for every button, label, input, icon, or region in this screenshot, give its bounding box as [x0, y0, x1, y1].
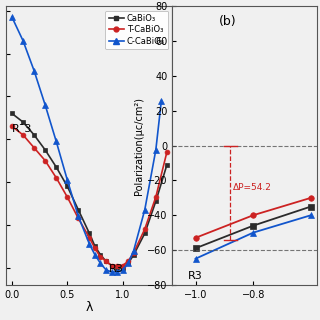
C-CaBiO₃ [126, 261, 130, 265]
Line: T-CaBiO₃: T-CaBiO₃ [10, 124, 169, 268]
T-CaBiO₃ [143, 227, 147, 231]
T-CaBiO₃ [65, 195, 69, 199]
CaBiO₃ [121, 266, 124, 269]
C-CaBiO₃ [143, 208, 147, 212]
T-CaBiO₃ [104, 259, 108, 263]
CaBiO₃ [99, 253, 102, 257]
CaBiO₃ [110, 264, 114, 268]
Text: (b): (b) [219, 15, 236, 28]
T-CaBiO₃ [115, 264, 119, 268]
CaBiO₃ [87, 231, 91, 235]
C-CaBiO₃ [132, 249, 136, 252]
T-CaBiO₃ [154, 195, 158, 199]
C-CaBiO₃ [43, 103, 47, 107]
CaBiO₃ [32, 133, 36, 137]
T-CaBiO₃ [54, 176, 58, 180]
C-CaBiO₃ [115, 270, 119, 274]
CaBiO₃ [126, 261, 130, 265]
T-CaBiO₃ [126, 259, 130, 263]
CaBiO₃ [93, 244, 97, 248]
Line: C-CaBiO₃: C-CaBiO₃ [9, 14, 164, 275]
C-CaBiO₃ [21, 39, 25, 43]
T-CaBiO₃ [132, 251, 136, 255]
C-CaBiO₃ [104, 268, 108, 272]
X-axis label: λ: λ [86, 301, 93, 314]
C-CaBiO₃ [10, 15, 14, 19]
CaBiO₃ [54, 165, 58, 169]
CaBiO₃ [165, 163, 169, 167]
CaBiO₃ [65, 184, 69, 188]
C-CaBiO₃ [65, 178, 69, 182]
Legend: CaBiO₃, T-CaBiO₃, C-CaBiO₃: CaBiO₃, T-CaBiO₃, C-CaBiO₃ [105, 11, 168, 49]
C-CaBiO₃ [93, 253, 97, 257]
T-CaBiO₃ [165, 150, 169, 154]
CaBiO₃ [76, 208, 80, 212]
CaBiO₃ [132, 253, 136, 257]
C-CaBiO₃ [110, 270, 114, 274]
T-CaBiO₃ [87, 236, 91, 240]
CaBiO₃ [21, 120, 25, 124]
Text: R¯3: R¯3 [12, 124, 32, 134]
C-CaBiO₃ [32, 69, 36, 73]
T-CaBiO₃ [121, 264, 124, 268]
CaBiO₃ [115, 266, 119, 269]
CaBiO₃ [143, 231, 147, 235]
T-CaBiO₃ [10, 124, 14, 128]
Text: ΔP=54.2: ΔP=54.2 [233, 183, 272, 192]
CaBiO₃ [154, 199, 158, 203]
T-CaBiO₃ [93, 246, 97, 250]
T-CaBiO₃ [43, 159, 47, 163]
Line: CaBiO₃: CaBiO₃ [10, 111, 169, 270]
C-CaBiO₃ [54, 140, 58, 143]
Y-axis label: Polarization(μc/cm²): Polarization(μc/cm²) [134, 97, 144, 195]
C-CaBiO₃ [159, 99, 163, 102]
T-CaBiO₃ [21, 133, 25, 137]
CaBiO₃ [10, 112, 14, 116]
C-CaBiO₃ [76, 214, 80, 218]
C-CaBiO₃ [99, 261, 102, 265]
CaBiO₃ [104, 259, 108, 263]
T-CaBiO₃ [32, 146, 36, 150]
T-CaBiO₃ [99, 255, 102, 259]
Text: R3: R3 [188, 271, 203, 281]
C-CaBiO₃ [154, 148, 158, 152]
Text: R3: R3 [108, 264, 123, 274]
CaBiO₃ [43, 148, 47, 152]
T-CaBiO₃ [76, 217, 80, 220]
C-CaBiO₃ [121, 268, 124, 272]
T-CaBiO₃ [110, 264, 114, 268]
C-CaBiO₃ [87, 242, 91, 246]
